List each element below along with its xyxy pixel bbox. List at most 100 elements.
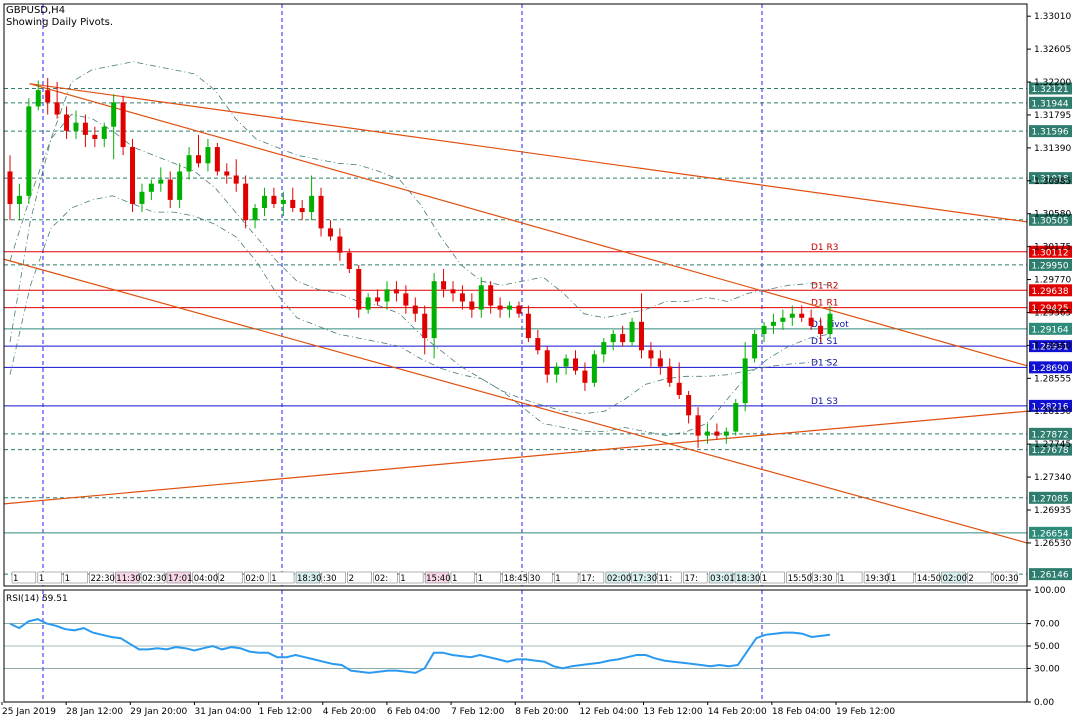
session-label: 18:45 [504,574,528,584]
x-tick-label: 8 Feb 20:00 [515,707,569,717]
session-box [605,571,630,584]
candle-body [299,208,305,213]
session-labels-layer: 1 1 1 22:30 11:30 02:30 17:01 04:00 2 02:0 1 18:30:… [11,571,1019,584]
candle-body [723,431,729,436]
candle-body [799,313,805,318]
pivot-label: D1 R3 [811,243,839,253]
pivot-label: D1 S2 [811,358,838,368]
session-box [476,571,501,584]
candle-body [337,236,343,253]
candle-body [573,358,579,371]
candle-body [346,252,352,269]
candle-body [130,147,136,204]
session-box [631,571,656,584]
candle-body [384,289,390,302]
level-price-box [1029,427,1072,440]
x-tick-label: 7 Feb 12:00 [451,707,505,717]
rsi-tick-label: 100.00 [1034,586,1066,596]
session-box [915,571,940,584]
axes-layer: 1.33010 1.32605 1.32200 1.31795 1.31390 1.309… [1,3,1071,717]
session-box [11,571,37,584]
candle-body [591,354,597,383]
level-price-box [1029,340,1072,353]
band-lower [9,195,831,415]
level-price-label: 1.31944 [1031,99,1068,109]
level-price-box [1029,213,1072,226]
level-price-box [1029,526,1072,539]
candle-body [403,293,409,306]
y-tick-label: 1.30580 [1034,210,1071,220]
y-tick-label: 1.31390 [1034,144,1071,154]
candle-body [356,268,362,310]
y-tick-label: 1.26530 [1034,539,1071,549]
candle-body [657,358,663,367]
candle-body [111,102,117,127]
candle-body [280,199,286,204]
candle-body [507,305,513,310]
x-tick-label: 18 Feb 04:00 [772,707,831,717]
level-price-label: 1.27678 [1031,446,1068,456]
session-box [140,571,166,584]
session-label: 02:30 [142,574,167,584]
session-box [63,571,88,584]
session-box [992,571,1018,584]
session-label: 17:01 [168,574,193,584]
candle-body [459,293,465,302]
candle-body [629,321,635,343]
candle-body [808,317,814,326]
candle-body [186,155,192,172]
session-label: 03:01 [710,574,735,584]
candle-body [233,175,239,184]
level-price-label: 1.29950 [1031,261,1068,271]
candle-body [92,134,98,139]
session-label: 22:30 [90,574,115,584]
session-box [295,571,321,584]
session-label: 2 [220,574,225,584]
x-tick-label: 12 Feb 04:00 [579,707,638,717]
session-label: 3:30 [813,574,832,584]
candle-body [441,281,447,290]
main-panel-frame [3,3,1028,587]
session-box [838,571,863,584]
session-label: 1 [762,574,767,584]
level-price-label: 1.26654 [1031,529,1068,539]
candle-body [742,358,748,404]
pivot-levels-layer: 1.32121 1.31944 1.31596 1.31018 1.30505 1.301… [4,82,1072,581]
session-box [734,571,760,584]
session-box [166,571,191,584]
session-box [863,571,889,584]
level-price-label: 1.29164 [1031,325,1068,335]
x-tick-label: 6 Feb 04:00 [387,707,441,717]
candle-body [450,289,456,294]
candle-body [422,313,428,339]
candle-body [686,394,692,416]
candle-body [488,285,494,306]
candle-body [827,313,833,335]
session-label: 30 [529,574,540,584]
trendline [3,410,1028,505]
candle-body [667,366,673,383]
x-tick-label: 13 Feb 12:00 [644,707,703,717]
level-price-box [1029,258,1072,271]
y-tick-label: 1.27340 [1034,473,1071,483]
session-box [967,571,992,584]
candle-body [148,183,154,192]
session-label: 15:50 [788,574,813,584]
candle-body [16,195,22,204]
trendline [3,258,1028,544]
session-box [553,571,579,584]
candle-body [120,102,126,148]
y-tick-label: 1.28555 [1034,374,1071,384]
session-box [192,571,217,584]
session-box [708,571,734,584]
candle-body [601,342,607,355]
candle-body [516,305,522,314]
symbol-label: GBPUSD,H4 [6,5,65,16]
session-box [812,571,837,584]
session-box [424,571,450,584]
candle-body [64,114,70,131]
y-tick-label: 1.26935 [1034,506,1071,516]
